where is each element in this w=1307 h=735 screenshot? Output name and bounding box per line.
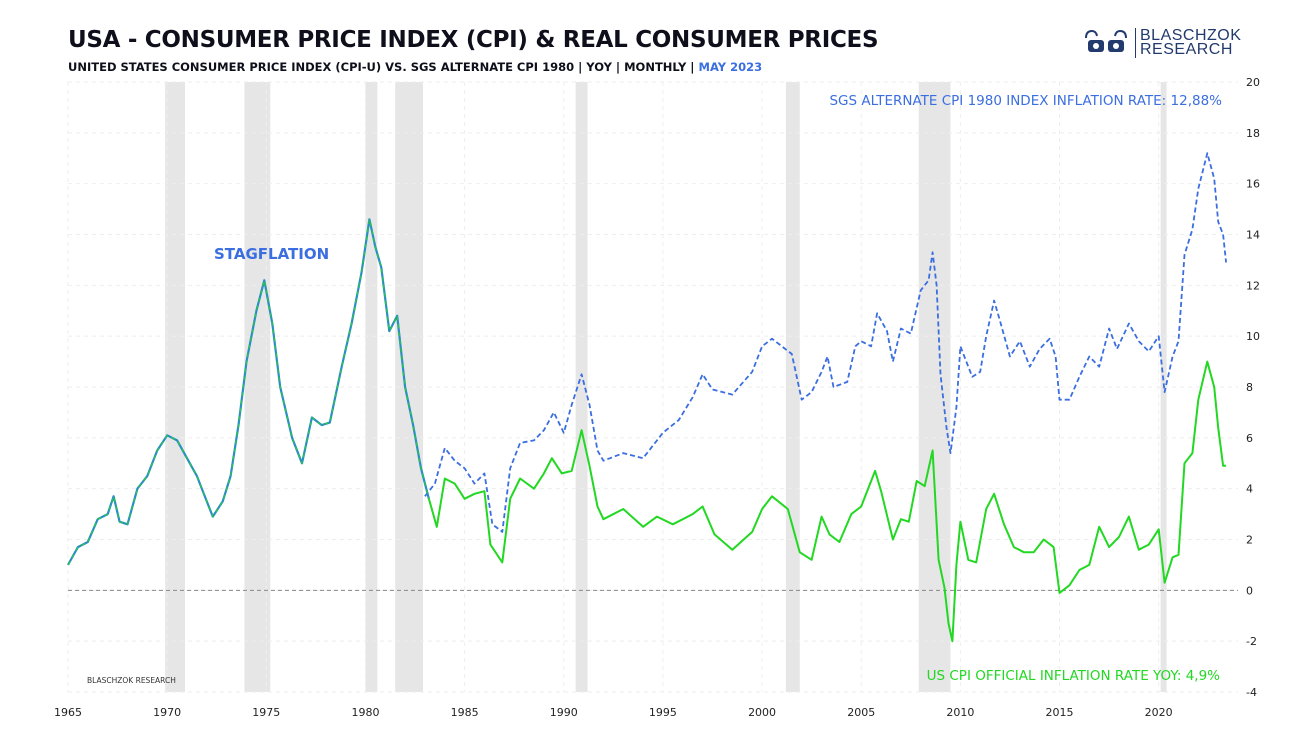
logo-line1: BLASCHZOK xyxy=(1140,27,1242,44)
x-tick-label: 2005 xyxy=(847,706,875,719)
sgs-line xyxy=(424,152,1227,533)
chart-subtitle: UNITED STATES CONSUMER PRICE INDEX (CPI-… xyxy=(68,60,762,74)
x-tick-label: 2000 xyxy=(748,706,776,719)
y-tick-label: -2 xyxy=(1246,635,1257,648)
subtitle-text: UNITED STATES CONSUMER PRICE INDEX (CPI-… xyxy=(68,60,699,74)
chart-title: USA - CONSUMER PRICE INDEX (CPI) & REAL … xyxy=(68,27,879,53)
subtitle-date: MAY 2023 xyxy=(698,60,763,74)
x-axis: 1965 1970 1975 1980 1985 1990 1995 2000 2005 2010… xyxy=(54,706,1173,719)
x-tick-label: 1975 xyxy=(252,706,280,719)
y-tick-label: 18 xyxy=(1246,127,1260,140)
cpi-line xyxy=(427,360,1227,643)
y-tick-label: 16 xyxy=(1246,178,1260,191)
y-tick-label: 14 xyxy=(1246,229,1260,242)
x-tick-label: 1995 xyxy=(649,706,677,719)
sgs-annotation: SGS ALTERNATE CPI 1980 INDEX INFLATION R… xyxy=(829,93,1222,109)
y-tick-label: 12 xyxy=(1246,279,1260,292)
x-tick-label: 1985 xyxy=(451,706,479,719)
watermark: BLASCHZOK RESEARCH xyxy=(87,676,176,685)
x-tick-label: 2010 xyxy=(946,706,974,719)
stagflation-annotation: STAGFLATION xyxy=(214,245,329,263)
y-tick-label: 6 xyxy=(1246,432,1253,445)
gridlines xyxy=(67,81,1238,693)
y-tick-label: 10 xyxy=(1246,330,1260,343)
logo: BLASCHZOK RESEARCH xyxy=(1083,26,1241,60)
recession-bands xyxy=(165,82,1167,692)
logo-mark-icon xyxy=(1085,29,1127,52)
y-tick-label: 0 xyxy=(1246,584,1253,597)
recession-band xyxy=(365,82,378,692)
y-tick-label: 20 xyxy=(1246,76,1260,89)
logo-line2: RESEARCH xyxy=(1140,41,1233,58)
y-tick-label: 8 xyxy=(1246,381,1253,394)
y-tick-label: -4 xyxy=(1246,686,1257,699)
x-tick-label: 1970 xyxy=(153,706,181,719)
overlap-line xyxy=(67,218,430,566)
y-tick-label: 2 xyxy=(1246,534,1253,547)
series-layer xyxy=(67,152,1227,643)
y-axis: -4 -2 0 2 4 6 8 10 12 14 16 18 20 xyxy=(1246,76,1260,699)
x-tick-label: 2015 xyxy=(1046,706,1074,719)
x-tick-label: 1980 xyxy=(351,706,379,719)
logo-text: BLASCHZOK RESEARCH xyxy=(1140,27,1242,58)
x-tick-label: 1990 xyxy=(550,706,578,719)
y-tick-label: 4 xyxy=(1246,483,1253,496)
cpi-annotation: US CPI OFFICIAL INFLATION RATE YOY: 4,9% xyxy=(927,668,1221,684)
x-tick-label: 2020 xyxy=(1145,706,1173,719)
x-tick-label: 1965 xyxy=(54,706,82,719)
